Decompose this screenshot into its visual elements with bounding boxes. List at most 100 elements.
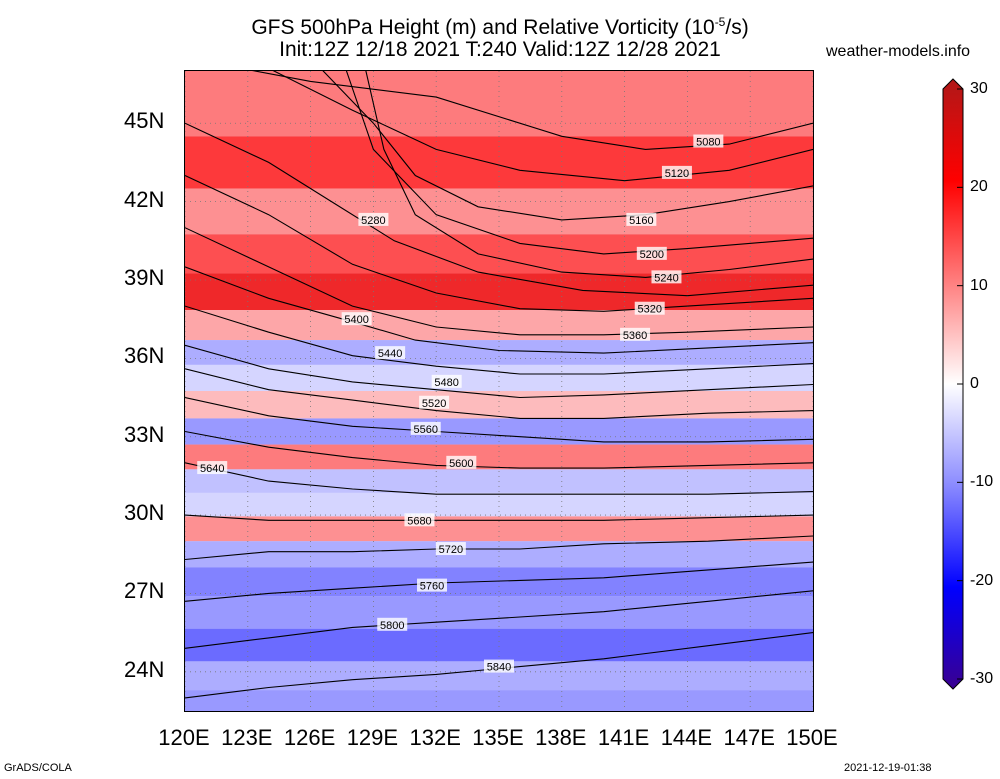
svg-text:5560: 5560 <box>413 424 437 436</box>
map-title-line1: GFS 500hPa Height (m) and Relative Vorti… <box>251 15 749 39</box>
contour-label-5240: 5240 <box>651 270 682 284</box>
site-credit: weather-models.info <box>826 43 971 60</box>
svg-text:5760: 5760 <box>420 581 444 593</box>
footer-grads: GrADS/COLA <box>4 762 72 774</box>
svg-text:5280: 5280 <box>361 215 385 227</box>
contour-label-5680: 5680 <box>404 513 435 527</box>
colorbar-tick-label: 20 <box>970 178 988 196</box>
svg-text:5480: 5480 <box>434 377 458 389</box>
vorticity-band <box>185 628 813 662</box>
vorticity-band <box>185 340 813 365</box>
height-contour-5560 <box>185 396 813 443</box>
contour-label-5480: 5480 <box>431 374 462 389</box>
svg-text:5160: 5160 <box>629 215 653 227</box>
vorticity-band <box>185 234 813 274</box>
height-contour-5200 <box>345 71 813 255</box>
svg-text:5320: 5320 <box>637 304 661 316</box>
map-title-line2: Init:12Z 12/18 2021 T:240 Valid:12Z 12/2… <box>279 38 721 61</box>
colorbar-tick-label: 30 <box>970 80 988 97</box>
lon-tick-label: 129E <box>346 725 399 750</box>
height-contour-5360 <box>185 227 813 336</box>
contour-label-5400: 5400 <box>341 312 372 326</box>
svg-text:5600: 5600 <box>449 458 473 470</box>
svg-text:5440: 5440 <box>378 348 402 360</box>
height-contour-5760 <box>185 561 813 602</box>
svg-text:5800: 5800 <box>380 620 404 632</box>
colorbar-tick-label: -30 <box>970 670 994 687</box>
lat-tick-label: 45N <box>124 108 165 134</box>
height-contour-5080 <box>252 71 813 150</box>
svg-text:5400: 5400 <box>344 314 368 326</box>
contour-label-5320: 5320 <box>634 301 665 316</box>
colorbar-tick-label: -20 <box>970 571 994 589</box>
lon-tick-label: 138E <box>535 725 587 750</box>
colorbar-ramp <box>942 78 964 690</box>
height-contour-5320 <box>185 175 813 312</box>
colorbar-tick-label: 0 <box>970 375 979 392</box>
height-contour-5440 <box>185 305 813 375</box>
lon-tick-label: 123E <box>221 725 273 750</box>
lon-tick-label: 141E <box>597 725 650 750</box>
contour-label-5560: 5560 <box>410 421 441 436</box>
height-contour-5480 <box>185 344 813 399</box>
contour-label-5200: 5200 <box>636 246 667 261</box>
svg-text:5720: 5720 <box>439 544 463 556</box>
contour-label-5360: 5360 <box>620 327 651 342</box>
lat-tick-label: 30N <box>124 500 165 526</box>
height-contour-5400 <box>185 266 813 354</box>
lat-tick-label: 24N <box>124 656 165 682</box>
footer-timestamp: 2021-12-19-01:38 <box>844 762 932 774</box>
contour-label-5720: 5720 <box>435 542 466 556</box>
contour-label-5760: 5760 <box>417 578 448 593</box>
lat-tick-label: 42N <box>124 186 165 212</box>
svg-text:5080: 5080 <box>696 137 720 149</box>
lon-tick-label: 126E <box>283 725 336 750</box>
height-contour-5520 <box>185 368 813 419</box>
contour-label-5280: 5280 <box>358 212 389 227</box>
svg-text:5360: 5360 <box>623 330 647 342</box>
height-contour-5800 <box>185 590 813 649</box>
svg-text:5120: 5120 <box>665 168 689 180</box>
vorticity-band <box>185 690 813 711</box>
vorticity-band <box>185 310 813 341</box>
height-contour-5120 <box>272 71 813 182</box>
lat-tick-label: 33N <box>124 421 165 447</box>
contour-label-5520: 5520 <box>419 395 450 410</box>
svg-text:5240: 5240 <box>654 272 678 284</box>
colorbar-tick-label: -10 <box>970 473 994 491</box>
contour-label-5840: 5840 <box>484 659 514 674</box>
lat-tick-label: 39N <box>124 264 165 290</box>
vorticity-band <box>185 541 813 568</box>
vorticity-band <box>185 596 813 629</box>
lon-tick-label: 135E <box>472 725 524 750</box>
vorticity-map: 5080 5120 5160 5200 5240 5280 5320 5360 5400 5440… <box>184 70 814 712</box>
contour-label-5640: 5640 <box>197 461 228 475</box>
contour-label-5800: 5800 <box>377 617 408 632</box>
contour-label-5120: 5120 <box>661 165 692 180</box>
contour-label-5440: 5440 <box>375 346 406 360</box>
lon-tick-label: 120E <box>158 725 210 750</box>
svg-text:5200: 5200 <box>640 249 664 261</box>
contour-label-5080: 5080 <box>693 134 724 149</box>
lat-tick-label: 27N <box>124 578 165 604</box>
contour-label-5160: 5160 <box>626 212 657 227</box>
height-contour-5720 <box>185 535 813 561</box>
height-contour-5680 <box>185 514 813 521</box>
colorbar <box>942 78 964 690</box>
lon-tick-label: 147E <box>723 725 775 750</box>
colorbar-tick-label: 10 <box>970 276 988 294</box>
height-contour-5240 <box>365 71 813 278</box>
contour-label-5600: 5600 <box>446 455 477 470</box>
vorticity-band <box>185 492 813 517</box>
height-contour-5280 <box>185 122 813 297</box>
svg-text:5840: 5840 <box>487 662 511 674</box>
lon-tick-label: 144E <box>660 725 713 750</box>
svg-text:5520: 5520 <box>422 398 446 410</box>
lat-tick-label: 36N <box>124 343 165 369</box>
map-canvas: 5080 5120 5160 5200 5240 5280 5320 5360 5400 5440… <box>185 71 813 711</box>
height-contour-5640 <box>185 462 813 495</box>
svg-text:5640: 5640 <box>200 463 224 475</box>
lon-tick-label: 132E <box>409 725 461 750</box>
svg-text:5680: 5680 <box>407 515 431 527</box>
lon-tick-label: 150E <box>786 725 838 750</box>
